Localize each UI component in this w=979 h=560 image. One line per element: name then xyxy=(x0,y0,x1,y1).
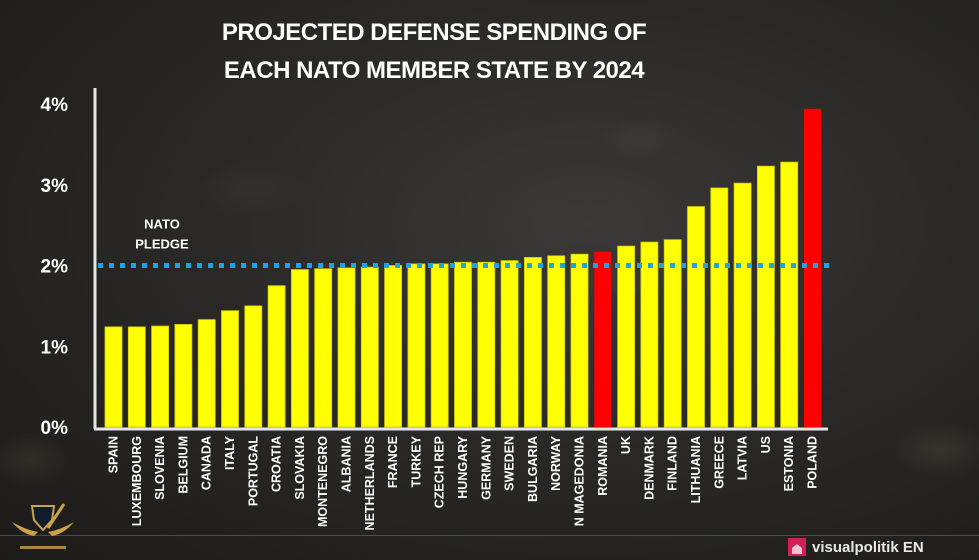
x-tick-label: LATVIA xyxy=(736,436,750,480)
x-tick-label: GERMANY xyxy=(479,435,493,500)
channel-name: visualpolitik EN xyxy=(812,538,924,556)
bar-spain xyxy=(104,326,123,428)
bar-croatia xyxy=(267,285,286,428)
bar-turkey xyxy=(407,263,426,428)
x-tick-label: ROMANIA xyxy=(596,436,610,496)
x-tick-label: CANADA xyxy=(200,436,214,490)
bar-romania xyxy=(594,251,612,427)
x-tick-label: LUXEMBOURG xyxy=(130,436,144,526)
visualpolitik-logo-icon xyxy=(788,538,806,556)
x-tick-label: FRANCE xyxy=(386,436,400,488)
x-tick-label: CZECH REP xyxy=(433,436,447,508)
bar-albania xyxy=(337,267,356,428)
bar-denmark xyxy=(640,241,659,428)
y-tick-label: 3% xyxy=(41,176,69,197)
x-tick-label: NORWAY xyxy=(549,435,563,491)
x-tick-label: ESTONIA xyxy=(782,436,796,491)
bar-germany xyxy=(477,261,496,428)
x-tick-label: UK xyxy=(619,436,633,454)
bar-estonia xyxy=(780,161,799,428)
bar-czech-rep xyxy=(430,263,449,428)
y-tick-label: 4% xyxy=(41,95,69,116)
x-tick-label: POLAND xyxy=(806,436,820,489)
bar-france xyxy=(384,265,403,428)
bar-slovakia xyxy=(290,269,309,428)
bar-finland xyxy=(663,239,682,428)
x-tick-label: US xyxy=(759,436,773,453)
footer-divider xyxy=(0,535,979,536)
x-tick-label: LITHUANIA xyxy=(689,436,703,503)
bar-poland xyxy=(804,108,821,427)
bar-hungary xyxy=(454,261,472,428)
y-tick-label: 1% xyxy=(41,337,69,358)
watermark-emblem-icon xyxy=(12,503,74,549)
bar-us xyxy=(757,165,775,428)
nato-pledge-label-line-2: PLEDGE xyxy=(135,237,189,252)
bar-montenegro xyxy=(314,268,333,428)
bar-sweden xyxy=(500,260,519,428)
x-tick-label: TURKEY xyxy=(409,435,423,487)
x-tick-label: SLOVENIA xyxy=(153,436,167,500)
bar-bulgaria xyxy=(524,257,542,428)
channel-branding: visualpolitik EN xyxy=(788,536,924,558)
x-tick-label: FINLAND xyxy=(666,436,680,491)
x-tick-label: HUNGARY xyxy=(456,435,470,498)
bar-netherlands xyxy=(360,266,379,428)
bar-canada xyxy=(197,319,216,428)
bar-slovenia xyxy=(151,325,170,428)
x-tick-label: BULGARIA xyxy=(526,436,540,502)
x-tick-label: CROATIA xyxy=(270,436,284,492)
bar-italy xyxy=(221,310,239,428)
nato-pledge-label-line-1: NATO xyxy=(144,217,180,232)
chart-title-line-1: PROJECTED DEFENSE SPENDING OF xyxy=(222,19,646,46)
x-tick-label: SWEDEN xyxy=(503,436,517,491)
x-tick-label: SLOVAKIA xyxy=(293,436,307,500)
bar-greece xyxy=(710,187,729,428)
bar-norway xyxy=(547,255,566,428)
x-tick-label: MONTENEGRO xyxy=(316,436,330,527)
chart-title-line-2: EACH NATO MEMBER STATE BY 2024 xyxy=(224,57,645,84)
bar-belgium xyxy=(174,324,193,428)
x-tick-label: ITALY xyxy=(223,435,237,470)
x-tick-label: ALBANIA xyxy=(340,436,354,492)
x-tick-label: NETHERLANDS xyxy=(363,436,377,530)
x-tick-label: DENMARK xyxy=(642,436,656,500)
x-tick-label: N MAGEDONIA xyxy=(573,436,587,526)
bar-lithuania xyxy=(687,206,705,428)
x-tick-label: BELGIUM xyxy=(176,436,190,494)
x-tick-label: PORTUGAL xyxy=(246,436,260,507)
bar-portugal xyxy=(244,305,263,428)
y-tick-label: 0% xyxy=(41,418,69,439)
bar-uk xyxy=(617,245,635,428)
y-tick-label: 2% xyxy=(41,257,69,278)
x-tick-label: SPAIN xyxy=(107,436,121,473)
bar-luxembourg xyxy=(127,326,146,428)
bar-latvia xyxy=(733,182,752,428)
bar-n-magedonia xyxy=(570,253,589,428)
x-tick-label: GREECE xyxy=(712,436,726,489)
